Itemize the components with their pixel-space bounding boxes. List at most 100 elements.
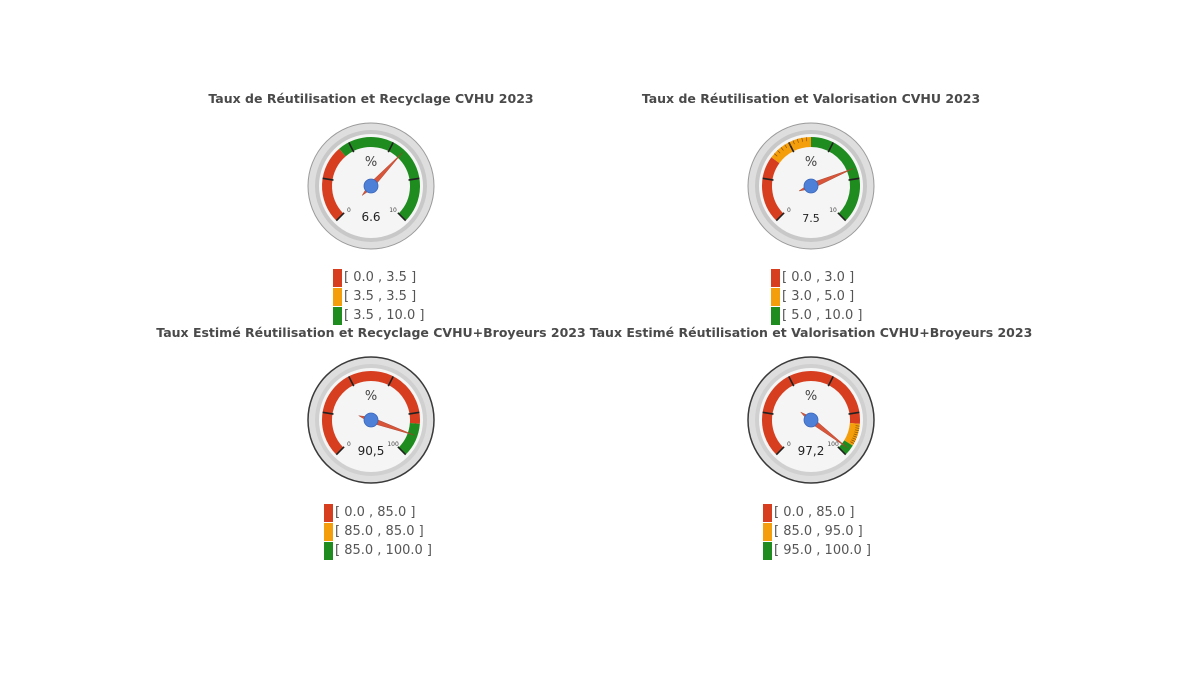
gauge-major-tick	[387, 141, 394, 153]
legend-swatch	[324, 503, 333, 522]
gauge-minor-tick	[854, 429, 859, 431]
gauge-major-tick	[788, 375, 795, 387]
gauge-major-tick	[775, 212, 785, 222]
gauge-major-tick	[762, 411, 774, 415]
gauge-panel: Taux de Réutilisation et Recyclage CVHU …	[141, 88, 601, 378]
legend-label: [ 85.0 , 100.0 ]	[335, 543, 432, 558]
gauge-unit: %	[805, 389, 817, 404]
gauge-dial: % 0 10 6.6	[307, 122, 435, 250]
gauge-minor-tick	[851, 439, 856, 442]
gauge-unit: %	[365, 389, 377, 404]
gauge-dial: % 0 100 90,5	[307, 356, 435, 484]
gauge-hub	[363, 412, 379, 428]
gauge-min-label: 0	[787, 441, 791, 448]
gauge-major-tick	[827, 141, 834, 153]
gauge-minor-tick	[777, 150, 781, 154]
legend-label: [ 85.0 , 85.0 ]	[335, 524, 424, 539]
legend-swatch	[771, 268, 780, 287]
gauge-major-tick	[348, 141, 355, 153]
gauge-max-label: 100	[387, 441, 399, 448]
legend-item: [ 3.5 , 10.0 ]	[333, 306, 424, 325]
legend-swatch	[763, 541, 772, 560]
gauge-minor-tick	[801, 137, 803, 142]
legend-label: [ 0.0 , 3.5 ]	[344, 270, 417, 285]
gauge-dial: % 0 10 7.5	[747, 122, 875, 250]
gauge-band	[762, 157, 784, 221]
gauge-minor-tick	[774, 153, 778, 157]
legend-label: [ 3.0 , 5.0 ]	[782, 289, 855, 304]
legend-item: [ 5.0 , 10.0 ]	[771, 306, 862, 325]
legend-label: [ 3.5 , 10.0 ]	[344, 308, 425, 323]
gauge-major-tick	[775, 446, 785, 456]
legend-item: [ 0.0 , 3.5 ]	[333, 268, 424, 287]
gauge-hub	[803, 178, 819, 194]
legend-swatch	[763, 522, 772, 541]
gauge-legend: [ 0.0 , 85.0 ] [ 85.0 , 95.0 ] [ 95.0 , …	[763, 503, 871, 560]
gauge-major-tick	[827, 375, 834, 387]
gauge-major-tick	[335, 446, 345, 456]
gauge-title: Taux de Réutilisation et Valorisation CV…	[641, 91, 981, 106]
gauge-major-tick	[322, 411, 334, 415]
gauge-hub	[363, 178, 379, 194]
legend-swatch	[324, 522, 333, 541]
legend-swatch	[324, 541, 333, 560]
legend-item: [ 0.0 , 3.0 ]	[771, 268, 862, 287]
legend-item: [ 3.5 , 3.5 ]	[333, 287, 424, 306]
gauge-legend: [ 0.0 , 85.0 ] [ 85.0 , 85.0 ] [ 85.0 , …	[324, 503, 432, 560]
legend-label: [ 0.0 , 85.0 ]	[335, 505, 416, 520]
gauge-min-label: 0	[347, 441, 351, 448]
gauge-minor-tick	[855, 425, 860, 427]
gauge-band	[398, 422, 420, 455]
gauge-value: 6.6	[361, 210, 380, 224]
gauge-min-label: 0	[787, 207, 791, 214]
gauge-major-tick	[408, 177, 420, 181]
gauge-minor-tick	[850, 441, 855, 444]
gauge-minor-tick	[788, 142, 791, 147]
gauge-legend: [ 0.0 , 3.0 ] [ 3.0 , 5.0 ] [ 5.0 , 10.0…	[771, 268, 862, 325]
gauge-major-tick	[387, 375, 394, 387]
legend-label: [ 85.0 , 95.0 ]	[774, 524, 863, 539]
gauge-band	[844, 422, 860, 446]
gauge-band	[339, 137, 420, 221]
gauge-major-tick	[397, 212, 407, 222]
legend-swatch	[771, 306, 780, 325]
gauge-band	[762, 371, 860, 455]
gauge-major-tick	[322, 177, 334, 181]
gauge-panel: Taux Estimé Réutilisation et Recyclage C…	[141, 322, 601, 612]
legend-swatch	[763, 503, 772, 522]
legend-swatch	[333, 268, 342, 287]
gauge-minor-tick	[792, 140, 795, 145]
legend-item: [ 3.0 , 5.0 ]	[771, 287, 862, 306]
gauge-major-tick	[335, 212, 345, 222]
legend-item: [ 0.0 , 85.0 ]	[324, 503, 432, 522]
legend-swatch	[333, 287, 342, 306]
legend-label: [ 5.0 , 10.0 ]	[782, 308, 863, 323]
gauge-band	[322, 371, 420, 455]
gauge-minor-tick	[852, 435, 857, 438]
gauge-minor-tick	[797, 138, 799, 143]
gauge-major-tick	[837, 446, 847, 456]
legend-swatch	[771, 287, 780, 306]
gauge-band	[322, 148, 346, 221]
legend-item: [ 85.0 , 85.0 ]	[324, 522, 432, 541]
gauge-max-label: 10	[389, 207, 397, 214]
gauge-hub	[803, 412, 819, 428]
gauge-minor-tick	[780, 147, 784, 151]
gauge-major-tick	[848, 411, 860, 415]
gauge-unit: %	[805, 155, 817, 170]
gauge-minor-tick	[854, 431, 859, 434]
gauge-value: 97,2	[798, 444, 825, 458]
gauge-major-tick	[837, 212, 847, 222]
legend-label: [ 0.0 , 3.0 ]	[782, 270, 855, 285]
gauge-panel: Taux de Réutilisation et Valorisation CV…	[581, 88, 1041, 378]
gauge-major-tick	[348, 375, 355, 387]
legend-label: [ 95.0 , 100.0 ]	[774, 543, 871, 558]
gauge-minor-tick	[852, 437, 857, 440]
gauge-minor-tick	[784, 144, 788, 149]
legend-label: [ 0.0 , 85.0 ]	[774, 505, 855, 520]
gauge-title: Taux Estimé Réutilisation et Valorisatio…	[589, 325, 1033, 340]
gauge-min-label: 0	[347, 207, 351, 214]
legend-swatch	[333, 306, 342, 325]
legend-item: [ 85.0 , 95.0 ]	[763, 522, 871, 541]
gauge-title: Taux Estimé Réutilisation et Recyclage C…	[156, 325, 586, 340]
